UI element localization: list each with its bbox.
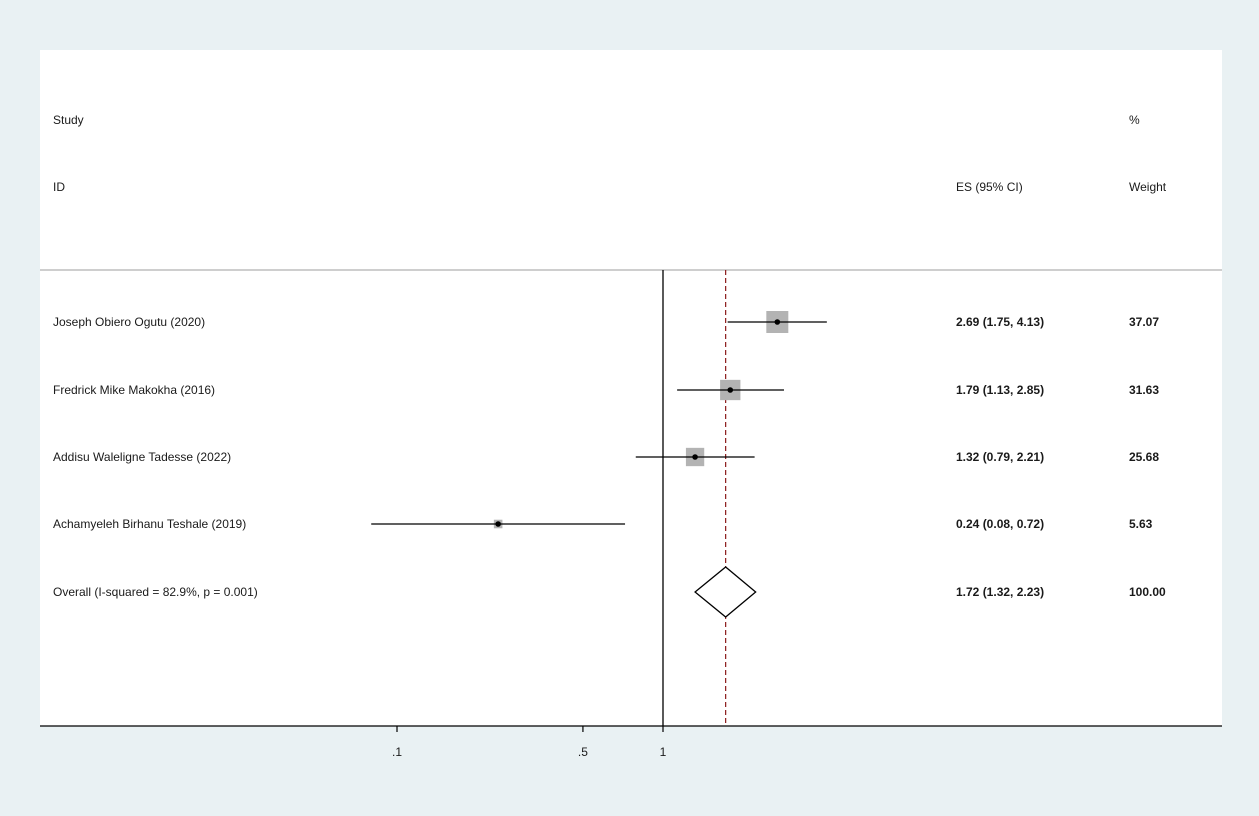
study-es-text: 0.24 (0.08, 0.72) <box>956 517 1044 531</box>
study-weight-text: 37.07 <box>1129 315 1159 329</box>
study-es-text: 1.32 (0.79, 2.21) <box>956 450 1044 464</box>
plot-frame <box>40 50 1222 726</box>
header-weight: Weight <box>1129 180 1167 194</box>
study-weight-text: 31.63 <box>1129 383 1159 397</box>
study-label: Achamyeleh Birhanu Teshale (2019) <box>53 517 246 531</box>
overall-diamond <box>694 566 757 618</box>
study-label: Joseph Obiero Ogutu (2020) <box>53 315 205 329</box>
header-percent: % <box>1129 113 1140 127</box>
study-es-text: 1.79 (1.13, 2.85) <box>956 383 1044 397</box>
x-tick-label: .5 <box>578 745 588 759</box>
overall-label: Overall (I-squared = 82.9%, p = 0.001) <box>53 585 258 599</box>
study-es-text: 2.69 (1.75, 4.13) <box>956 315 1044 329</box>
study-label: Fredrick Mike Makokha (2016) <box>53 383 215 397</box>
study-point <box>495 521 501 527</box>
x-tick-label: 1 <box>660 745 667 759</box>
x-tick-label: .1 <box>392 745 402 759</box>
overall-es-text: 1.72 (1.32, 2.23) <box>956 585 1044 599</box>
study-weight-text: 5.63 <box>1129 517 1153 531</box>
study-point <box>692 454 698 460</box>
study-label: Addisu Waleligne Tadesse (2022) <box>53 450 231 464</box>
header-study: Study <box>53 113 84 127</box>
study-point <box>727 387 734 393</box>
study-point <box>774 319 781 325</box>
overall-weight-text: 100.00 <box>1129 585 1166 599</box>
header-id: ID <box>53 180 65 194</box>
plot-marks: Joseph Obiero Ogutu (2020) 2.69 (1.75, 4.… <box>53 270 1166 759</box>
study-weight-text: 25.68 <box>1129 450 1159 464</box>
header-es: ES (95% CI) <box>956 180 1023 194</box>
